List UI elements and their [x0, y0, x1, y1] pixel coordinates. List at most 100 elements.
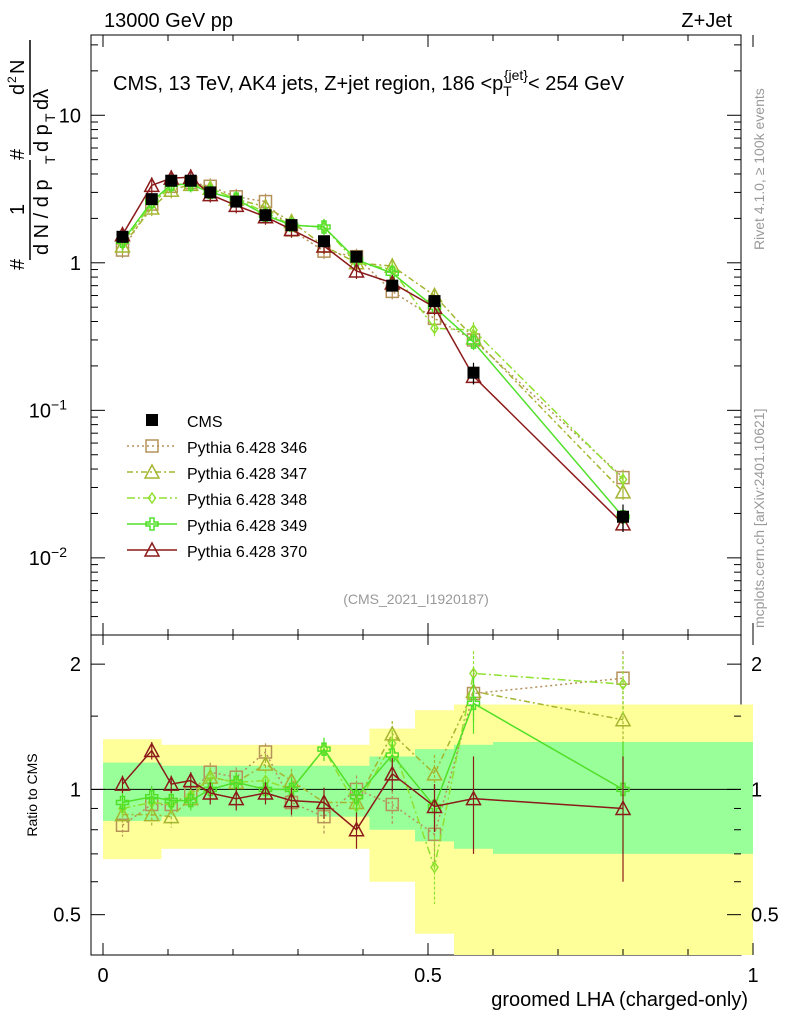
y-tick-label: 10 [59, 105, 81, 127]
ratio-marker-p348 [618, 677, 628, 691]
data-point [318, 235, 330, 248]
svg-text:#: # [7, 148, 29, 160]
ratio-marker-p349 [229, 775, 243, 790]
marker-p347 [114, 237, 131, 253]
ratio-marker-p346 [115, 818, 130, 833]
svg-text:d: d [7, 84, 29, 95]
marker-p347 [614, 483, 632, 499]
ratio-tick-label-right: 1 [751, 779, 762, 801]
svg-text:T: T [42, 155, 58, 164]
ratio-marker-p349 [258, 782, 273, 797]
ratio-tick-label-right: 0.5 [751, 905, 779, 927]
ratio-marker-p370 [201, 784, 219, 800]
marker-p349 [317, 220, 331, 234]
svg-text:N: N [7, 60, 29, 74]
ratio-marker-p370 [383, 765, 401, 781]
ratio-marker-p370 [426, 797, 443, 814]
x-tick-label: 0 [97, 965, 108, 987]
ratio-tick-label: 2 [70, 654, 81, 676]
legend: CMS Pythia 6.428 346 Pythia 6.428 347 Pythi… [127, 414, 307, 561]
ratio-marker-p349 [284, 782, 299, 797]
ratio-marker-p347 [143, 805, 161, 822]
rivet-label: Rivet 4.1.0, ≥ 100k events [751, 88, 767, 250]
svg-text:1: 1 [7, 204, 29, 215]
chart-title: CMS, 13 TeV, AK4 jets, Z+jet region, 186… [113, 67, 625, 99]
ratio-marker-p370 [257, 784, 274, 800]
data-point [386, 279, 399, 292]
ratio-marker-p370 [182, 772, 200, 788]
legend-label-p347: Pythia 6.428 347 [187, 466, 307, 483]
ratio-marker-p349 [164, 793, 178, 808]
x-tick-label: 0.5 [414, 965, 442, 987]
ratio-marker-p370 [162, 775, 180, 791]
data-point [617, 510, 629, 523]
legend-label-p370: Pythia 6.428 370 [187, 544, 307, 561]
ratio-marker-p349 [349, 790, 364, 804]
legend-label-p348: Pythia 6.428 348 [187, 492, 307, 509]
ratio-marker-p370 [348, 821, 365, 837]
ratio-marker-p349 [184, 793, 198, 808]
data-point [116, 230, 129, 243]
ratio-line-p347 [122, 690, 624, 818]
axis-ticks: 0 0.5 1 10−2 10−1 1 10 0.5 0.5 1 1 2 2 [29, 35, 779, 987]
legend-label-p346: Pythia 6.428 346 [187, 440, 307, 457]
svg-text:#: # [7, 258, 29, 270]
main-series [114, 168, 632, 532]
ratio-marker-p349 [145, 790, 159, 804]
legend-marker-p370 [143, 541, 161, 557]
y-tick-label: 1 [70, 253, 81, 275]
svg-text:d N / d p: d N / d p [31, 179, 53, 255]
ratio-marker-p349 [317, 742, 331, 756]
ratio-marker-p347 [114, 805, 131, 822]
x-tick-label: 1 [747, 965, 758, 987]
ratio-tick-label: 1 [70, 779, 81, 801]
series-line-p346 [121, 181, 624, 479]
marker-p348 [430, 321, 439, 335]
legend-label-p349: Pythia 6.428 349 [187, 518, 307, 535]
analysis-label: (CMS_2021_I1920187) [343, 591, 489, 607]
mcplots-label: mcplots.cern.ch [arXiv:2401.10621] [751, 409, 767, 628]
ratio-marker-p347 [257, 755, 274, 771]
series-line-p347 [121, 183, 624, 493]
ratio-marker-p347 [162, 808, 180, 824]
legend-marker-p348 [147, 491, 157, 505]
svg-text:2: 2 [5, 76, 19, 83]
ratio-marker-p347 [426, 765, 443, 781]
ratio-marker-p346 [385, 797, 399, 812]
data-point [184, 174, 197, 187]
header-right: Z+Jet [681, 10, 732, 32]
ratio-marker-p347 [383, 725, 401, 741]
ratio-marker-p370 [614, 799, 632, 816]
legend-marker-p346 [145, 439, 159, 453]
data-point [145, 193, 158, 206]
ratio-marker-p347 [614, 711, 632, 727]
data-point [230, 195, 243, 208]
data-point [259, 209, 272, 222]
y-tick-label: 10−2 [29, 544, 67, 570]
header-left: 13000 GeV pp [104, 10, 233, 32]
ratio-marker-p370 [227, 790, 245, 806]
ratio-marker-p349 [616, 782, 630, 797]
marker-p349 [466, 335, 481, 349]
ratio-marker-p349 [115, 795, 130, 810]
data-point [428, 295, 441, 308]
svg-text:d p: d p [31, 124, 53, 152]
marker-p370 [143, 176, 161, 193]
ratio-marker-p349 [466, 696, 481, 711]
main-y-label: # d N / d p T 1 # d p T dλ d 2 N [5, 40, 58, 270]
data-point [285, 219, 298, 232]
data-point [204, 186, 217, 199]
marker-p348 [618, 473, 628, 486]
ratio-marker-p370 [143, 741, 161, 758]
ratio-marker-p370 [465, 790, 482, 806]
ratio-marker-p349 [385, 748, 399, 762]
x-axis-label: groomed LHA (charged-only) [491, 989, 748, 1011]
legend-marker-data [146, 414, 158, 426]
data-point [467, 366, 480, 379]
ratio-marker-p349 [203, 782, 217, 797]
data-point [165, 174, 178, 187]
legend-marker-p349 [145, 517, 159, 531]
y-tick-label: 10−1 [29, 396, 67, 422]
svg-text:dλ: dλ [31, 89, 53, 110]
ratio-series [114, 651, 632, 905]
